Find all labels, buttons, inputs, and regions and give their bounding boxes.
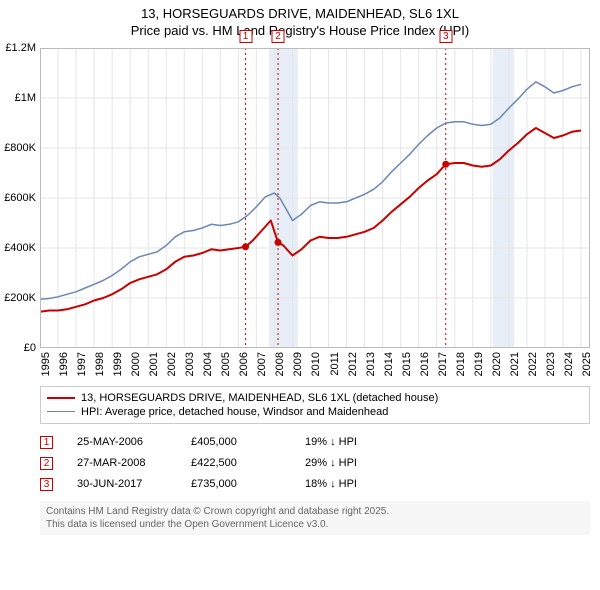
marker-badge: 2 [272, 30, 285, 43]
xtick-label: 2010 [310, 352, 322, 376]
xtick-label: 2004 [202, 352, 214, 376]
transaction-date: 27-MAR-2008 [77, 457, 167, 469]
xtick-label: 2016 [419, 352, 431, 376]
xtick-label: 2017 [437, 352, 449, 376]
xtick-label: 2019 [473, 352, 485, 376]
chart-title: 13, HORSEGUARDS DRIVE, MAIDENHEAD, SL6 1… [0, 0, 600, 40]
transactions-table: 1 25-MAY-2006 £405,000 19% ↓ HPI 2 27-MAR-200… [40, 432, 590, 495]
xtick-label: 2014 [383, 352, 395, 376]
transaction-badge: 3 [40, 478, 53, 491]
transaction-row: 3 30-JUN-2017 £735,000 18% ↓ HPI [40, 474, 590, 495]
footer-line1: Contains HM Land Registry data © Crown c… [46, 506, 389, 517]
transaction-price: £422,500 [191, 457, 281, 469]
xtick-label: 1999 [112, 352, 124, 376]
page-root: 13, HORSEGUARDS DRIVE, MAIDENHEAD, SL6 1… [0, 0, 600, 535]
transaction-row: 1 25-MAY-2006 £405,000 19% ↓ HPI [40, 432, 590, 453]
xtick-label: 2024 [563, 352, 575, 376]
xtick-label: 2005 [220, 352, 232, 376]
transaction-badge: 2 [40, 457, 53, 470]
legend-row: HPI: Average price, detached house, Wind… [47, 405, 583, 419]
xtick-label: 1998 [94, 352, 106, 376]
xtick-label: 2013 [365, 352, 377, 376]
ytick-label: £1M [15, 92, 36, 104]
attribution-footer: Contains HM Land Registry data © Crown c… [40, 501, 590, 535]
xtick-label: 2025 [581, 352, 593, 376]
xtick-label: 1996 [58, 352, 70, 376]
xtick-label: 2006 [238, 352, 250, 376]
chart-svg [40, 48, 590, 348]
xtick-label: 2000 [130, 352, 142, 376]
legend-swatch [47, 411, 75, 412]
ytick-label: £600K [4, 192, 36, 204]
ytick-label: £200K [4, 292, 36, 304]
xtick-label: 2008 [274, 352, 286, 376]
legend-swatch [47, 397, 75, 399]
transaction-delta: 29% ↓ HPI [305, 457, 395, 469]
xtick-label: 2023 [545, 352, 557, 376]
transaction-delta: 19% ↓ HPI [305, 436, 395, 448]
chart-area: £0£200K£400K£600K£800K£1M£1.2M1995199619… [40, 48, 590, 348]
marker-badge: 1 [239, 30, 252, 43]
transaction-badge: 1 [40, 436, 53, 449]
legend-row: 13, HORSEGUARDS DRIVE, MAIDENHEAD, SL6 1… [47, 391, 583, 405]
xtick-label: 2001 [148, 352, 160, 376]
xtick-label: 2003 [184, 352, 196, 376]
title-line1: 13, HORSEGUARDS DRIVE, MAIDENHEAD, SL6 1… [141, 6, 459, 21]
transaction-price: £735,000 [191, 478, 281, 490]
ytick-label: £0 [24, 342, 36, 354]
title-line2: Price paid vs. HM Land Registry's House … [131, 23, 469, 38]
xtick-label: 2007 [256, 352, 268, 376]
transaction-date: 30-JUN-2017 [77, 478, 167, 490]
xtick-label: 2009 [292, 352, 304, 376]
ytick-label: £800K [4, 142, 36, 154]
ytick-label: £400K [4, 242, 36, 254]
marker-badge: 3 [439, 30, 452, 43]
transaction-delta: 18% ↓ HPI [305, 478, 395, 490]
legend: 13, HORSEGUARDS DRIVE, MAIDENHEAD, SL6 1… [40, 386, 590, 424]
xtick-label: 2022 [527, 352, 539, 376]
ytick-label: £1.2M [5, 42, 36, 54]
xtick-label: 2002 [166, 352, 178, 376]
transaction-date: 25-MAY-2006 [77, 436, 167, 448]
xtick-label: 2011 [329, 352, 341, 376]
transaction-row: 2 27-MAR-2008 £422,500 29% ↓ HPI [40, 453, 590, 474]
footer-line2: This data is licensed under the Open Gov… [46, 519, 328, 530]
xtick-label: 1997 [76, 352, 88, 376]
xtick-label: 2020 [491, 352, 503, 376]
transaction-price: £405,000 [191, 436, 281, 448]
legend-label: 13, HORSEGUARDS DRIVE, MAIDENHEAD, SL6 1… [81, 392, 438, 404]
legend-label: HPI: Average price, detached house, Wind… [81, 406, 388, 418]
xtick-label: 2012 [347, 352, 359, 376]
xtick-label: 1995 [40, 352, 52, 376]
xtick-label: 2015 [401, 352, 413, 376]
xtick-label: 2021 [509, 352, 521, 376]
xtick-label: 2018 [455, 352, 467, 376]
